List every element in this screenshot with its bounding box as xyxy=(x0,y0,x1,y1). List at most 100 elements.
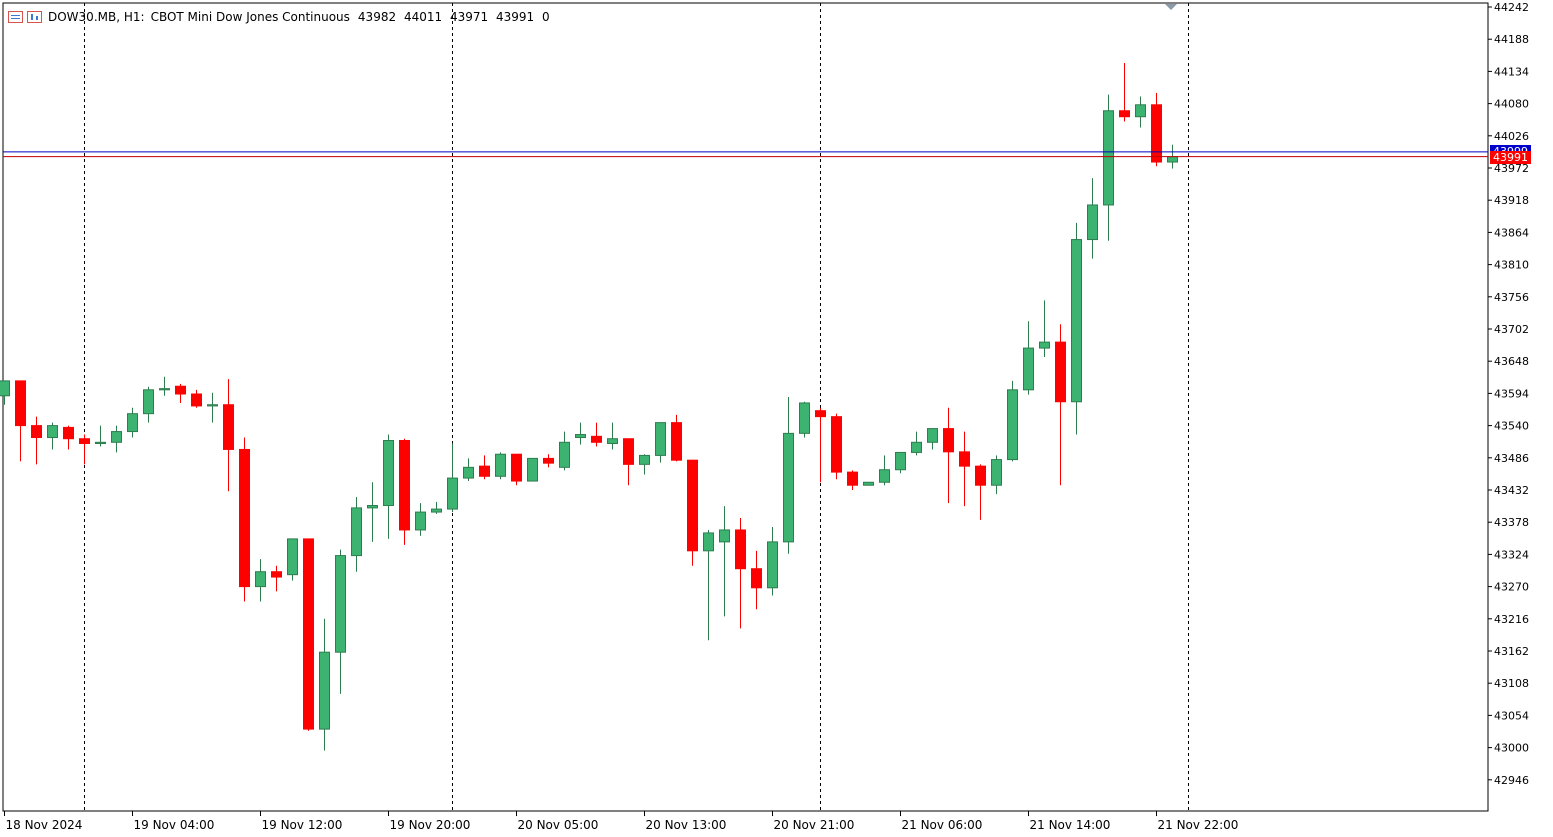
y-tick-label: 44080 xyxy=(1494,98,1529,111)
y-tick-label: 43324 xyxy=(1494,548,1529,561)
candle-body xyxy=(191,393,202,407)
candle-body xyxy=(687,459,698,552)
candle-body xyxy=(367,505,378,509)
candle-body xyxy=(1055,341,1066,403)
candle-body xyxy=(863,481,874,486)
y-tick-label: 43972 xyxy=(1494,162,1529,175)
candle-body xyxy=(239,448,250,588)
candle-body xyxy=(671,422,682,461)
candle-body xyxy=(0,380,10,397)
y-tick-label: 43108 xyxy=(1494,677,1529,690)
y-tick-label: 44188 xyxy=(1494,33,1529,46)
candle-body xyxy=(495,453,506,477)
x-tick-label: 19 Nov 20:00 xyxy=(390,818,471,832)
y-tick-label: 43702 xyxy=(1494,323,1529,336)
plot-frame xyxy=(2,2,1489,812)
y-tick-label: 43918 xyxy=(1494,194,1529,207)
y-tick-label: 43432 xyxy=(1494,484,1529,497)
candle-body xyxy=(399,440,410,531)
y-tick-label: 43594 xyxy=(1494,387,1529,400)
candle-body xyxy=(143,389,154,415)
y-tick-label: 43000 xyxy=(1494,742,1529,755)
candle-body xyxy=(319,651,330,730)
candle-body xyxy=(447,477,458,510)
y-tick-label: 44026 xyxy=(1494,130,1529,143)
candle-body xyxy=(543,457,554,464)
candle-body xyxy=(111,431,122,443)
candle-body xyxy=(1135,104,1146,118)
y-tick-label: 43216 xyxy=(1494,613,1529,626)
candle-body xyxy=(991,459,1002,486)
x-tick-label: 21 Nov 06:00 xyxy=(902,818,983,832)
candle-body xyxy=(847,471,858,486)
candle-body xyxy=(335,555,346,653)
candle-body xyxy=(31,425,42,439)
candle-body xyxy=(831,416,842,473)
y-tick-label: 43540 xyxy=(1494,420,1529,433)
candle-body xyxy=(79,438,90,444)
candle-body xyxy=(271,571,282,578)
candle-body xyxy=(1151,104,1162,163)
candle-body xyxy=(911,441,922,453)
candle-body xyxy=(1039,341,1050,349)
high-value: 44011 xyxy=(403,10,443,24)
symbol-list-icon[interactable] xyxy=(8,11,23,23)
candle-body xyxy=(799,402,810,434)
candle-body xyxy=(719,529,730,543)
candle-body xyxy=(511,453,522,482)
candle-body xyxy=(1071,239,1082,403)
x-tick-label: 21 Nov 14:00 xyxy=(1030,818,1111,832)
chart-header: DOW30.MB, H1: CBOT Mini Dow Jones Contin… xyxy=(8,8,554,26)
candle-body xyxy=(287,538,298,576)
y-tick-label: 44134 xyxy=(1494,65,1529,78)
volume-value: 0 xyxy=(541,10,550,24)
candle-body xyxy=(207,404,218,407)
candle-body xyxy=(431,508,442,513)
candle-body xyxy=(255,571,266,588)
candle-body xyxy=(927,428,938,443)
candle-body xyxy=(527,457,538,482)
candle-body xyxy=(463,466,474,479)
chart-window-icon[interactable] xyxy=(27,11,42,23)
bid-price-tag: 43991 xyxy=(1490,150,1531,164)
candle-body xyxy=(175,385,186,395)
candle-body xyxy=(655,422,666,456)
candle-body xyxy=(975,465,986,486)
candle-body xyxy=(1023,347,1034,391)
candle-body xyxy=(127,413,138,433)
candle-body xyxy=(1087,204,1098,241)
chart-shift-marker xyxy=(1165,4,1177,10)
candle-body xyxy=(95,441,106,444)
candle-body xyxy=(783,432,794,543)
candle-body xyxy=(879,469,890,483)
candle-body xyxy=(63,426,74,440)
candle-body xyxy=(703,532,714,552)
y-tick-label: 43486 xyxy=(1494,452,1529,465)
y-tick-label: 42946 xyxy=(1494,774,1529,787)
x-tick-label: 18 Nov 2024 xyxy=(6,818,83,832)
y-tick-label: 44242 xyxy=(1494,1,1529,14)
candle-body xyxy=(559,441,570,468)
x-tick-label: 20 Nov 05:00 xyxy=(518,818,599,832)
candle-body xyxy=(479,465,490,477)
y-tick-label: 43810 xyxy=(1494,259,1529,272)
low-value: 43971 xyxy=(449,10,489,24)
y-tick-label: 43756 xyxy=(1494,291,1529,304)
candle-body xyxy=(575,434,586,439)
instrument-description: CBOT Mini Dow Jones Continuous xyxy=(150,10,350,24)
candle-body xyxy=(1167,156,1178,163)
candle-body xyxy=(223,404,234,450)
candle-body xyxy=(639,454,650,465)
candle-body xyxy=(303,538,314,730)
candle-body xyxy=(415,511,426,531)
y-tick-label: 43648 xyxy=(1494,355,1529,368)
candle-body xyxy=(351,507,362,557)
candle-body xyxy=(623,438,634,465)
open-value: 43982 xyxy=(357,10,397,24)
y-tick-label: 43378 xyxy=(1494,516,1529,529)
y-tick-label: 43162 xyxy=(1494,645,1529,658)
candle-body xyxy=(47,425,58,439)
candle-body xyxy=(735,529,746,570)
candle-body xyxy=(943,428,954,453)
